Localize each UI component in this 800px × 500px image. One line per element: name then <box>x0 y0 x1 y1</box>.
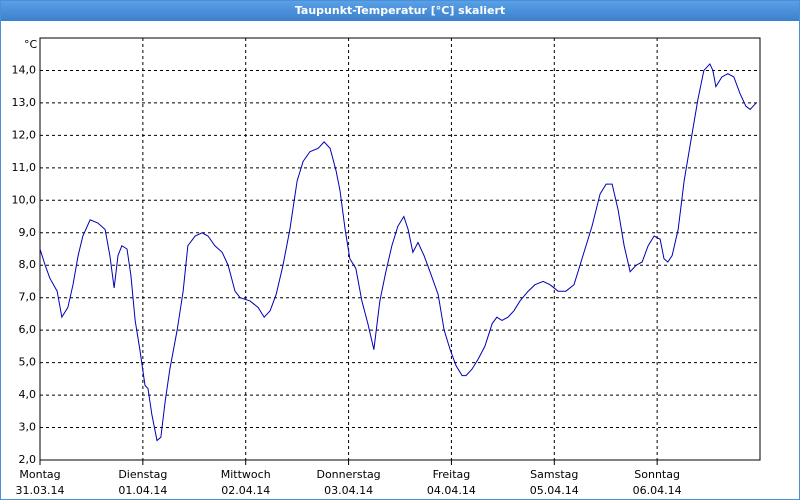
y-tick-label: 3,0 <box>19 421 37 434</box>
plot-frame <box>39 37 761 461</box>
y-unit: °C <box>24 38 38 51</box>
data-line <box>39 63 757 442</box>
y-tick-label: 14,0 <box>12 63 37 76</box>
x-tick-label: 05.04.14 <box>530 484 579 497</box>
x-tick-label: Sonntag <box>634 468 680 481</box>
y-tick-label: 7,0 <box>19 291 37 304</box>
x-tick-label: Freitag <box>433 468 471 481</box>
y-tick-label: 8,0 <box>19 258 37 271</box>
y-tick-label: 2,0 <box>19 453 37 466</box>
y-tick-label: 10,0 <box>12 193 37 206</box>
title-bar: Taupunkt-Temperatur [°C] skaliert <box>1 1 799 21</box>
x-tick-label: Montag <box>19 468 60 481</box>
x-tick-label: 31.03.14 <box>16 484 65 497</box>
x-tick-label: 01.04.14 <box>118 484 167 497</box>
y-tick-label: 6,0 <box>19 323 37 336</box>
x-tick-label: 03.04.14 <box>324 484 373 497</box>
x-tick-label: Samstag <box>530 468 578 481</box>
x-tick-label: Dienstag <box>118 468 167 481</box>
y-tick-label: 9,0 <box>19 226 37 239</box>
y-tick-label: 13,0 <box>12 96 37 109</box>
y-tick-label: 12,0 <box>12 128 37 141</box>
y-tick-label: 5,0 <box>19 356 37 369</box>
x-tick-label: 06.04.14 <box>633 484 682 497</box>
y-tick-label: 11,0 <box>12 161 37 174</box>
x-tick-label: Donnerstag <box>316 468 380 481</box>
x-tick-label: 02.04.14 <box>221 484 270 497</box>
y-tick-label: 4,0 <box>19 388 37 401</box>
x-tick-label: Mittwoch <box>221 468 271 481</box>
x-tick-label: 04.04.14 <box>427 484 476 497</box>
